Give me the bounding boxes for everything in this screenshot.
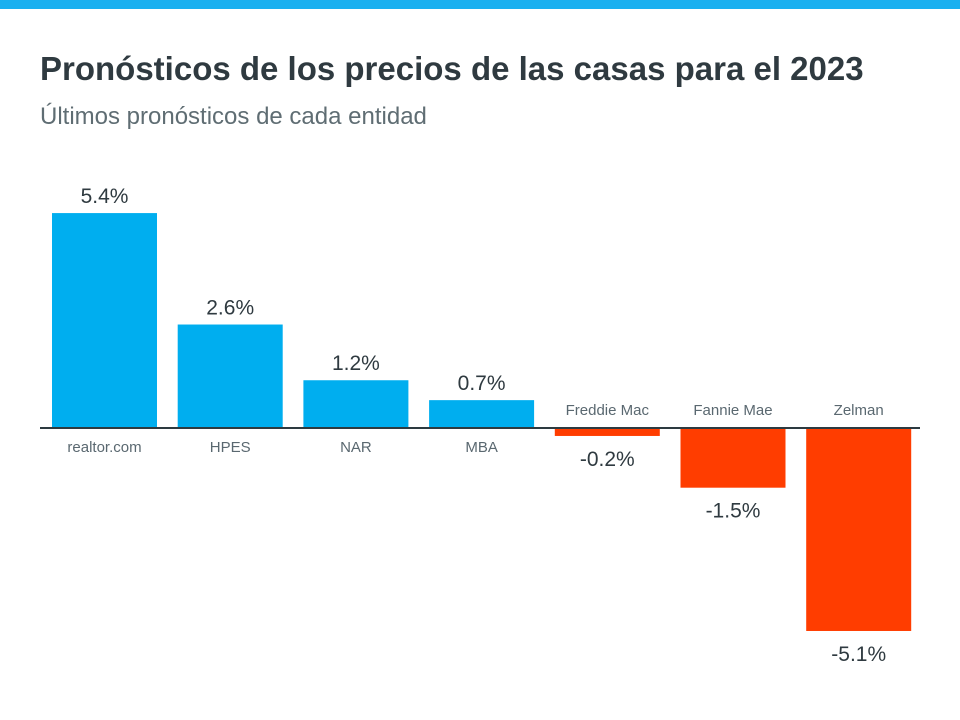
chart-title: Pronósticos de los precios de las casas …	[40, 50, 864, 87]
category-label: Zelman	[834, 402, 884, 419]
bar-hpes	[177, 324, 283, 428]
value-label: 1.2%	[332, 352, 380, 375]
category-label: NAR	[340, 439, 372, 456]
value-label: -1.5%	[706, 500, 761, 523]
category-label: MBA	[465, 439, 498, 456]
chart-subtitle: Últimos pronósticos de cada entidad	[40, 103, 427, 130]
value-label: 5.4%	[81, 185, 129, 208]
category-label: realtor.com	[67, 439, 141, 456]
value-label: 0.7%	[458, 372, 506, 395]
category-label: Fannie Mae	[693, 402, 772, 419]
category-label: HPES	[210, 439, 251, 456]
value-label: -5.1%	[831, 643, 886, 666]
value-label: -0.2%	[580, 448, 635, 471]
bar-mba	[429, 400, 535, 428]
category-label: Freddie Mac	[566, 402, 650, 419]
bar-zelman	[806, 428, 912, 631]
bar-fannie-mae	[680, 428, 786, 488]
bar-nar	[303, 380, 409, 428]
bar-freddie-mac	[554, 428, 660, 436]
top-accent-bar	[0, 0, 960, 9]
bar-realtor-com	[52, 213, 157, 428]
value-label: 2.6%	[206, 297, 254, 320]
